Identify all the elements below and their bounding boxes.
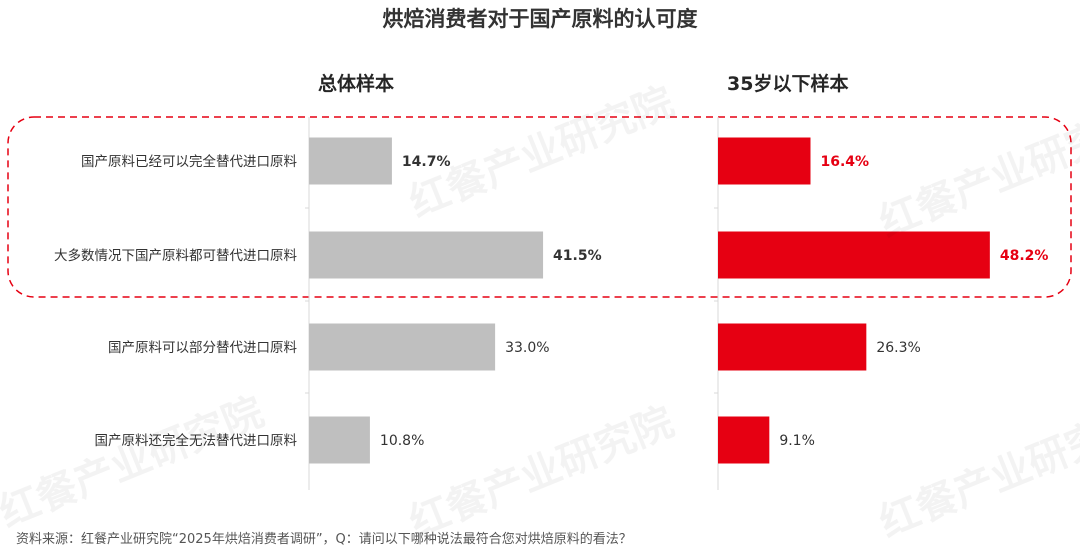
bar [309, 231, 544, 279]
highlight-box [7, 116, 1072, 298]
bar [718, 416, 770, 464]
panel-title-overall: 总体样本 [318, 73, 395, 95]
data-label: 48.2% [1000, 248, 1049, 264]
bar [309, 137, 392, 185]
category-label: 大多数情况下国产原料都可替代进口原料 [54, 247, 297, 264]
panel-title-under-35: 35岁以下样本 [727, 73, 849, 95]
source-note: 资料来源：红餐产业研究院“2025年烘焙消费者调研”，Q：请问以下哪种说法最符合… [16, 532, 632, 547]
bar [718, 323, 867, 371]
data-label: 33.0% [505, 340, 549, 356]
data-label: 16.4% [820, 154, 869, 170]
category-label: 国产原料还完全无法替代进口原料 [95, 432, 298, 449]
data-label: 14.7% [402, 154, 451, 170]
bar [309, 323, 496, 371]
bar [718, 231, 990, 279]
category-label: 国产原料可以部分替代进口原料 [108, 340, 297, 356]
bar [309, 416, 370, 464]
data-label: 41.5% [553, 248, 602, 264]
data-label: 9.1% [779, 433, 815, 449]
bar [718, 137, 811, 185]
data-label: 10.8% [380, 433, 424, 449]
data-label: 26.3% [876, 340, 920, 356]
chart-title: 烘焙消费者对于国产原料的认可度 [382, 7, 698, 31]
category-label: 国产原料已经可以完全替代进口原料 [81, 153, 297, 170]
